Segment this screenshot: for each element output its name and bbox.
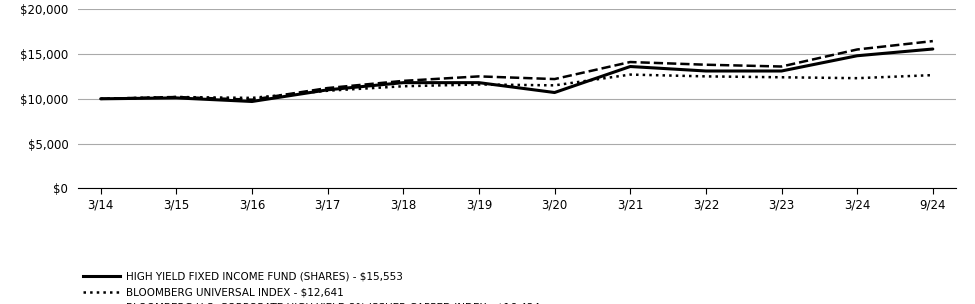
Legend: HIGH YIELD FIXED INCOME FUND (SHARES) - $15,553, BLOOMBERG UNIVERSAL INDEX - $12: HIGH YIELD FIXED INCOME FUND (SHARES) - … — [83, 272, 540, 304]
